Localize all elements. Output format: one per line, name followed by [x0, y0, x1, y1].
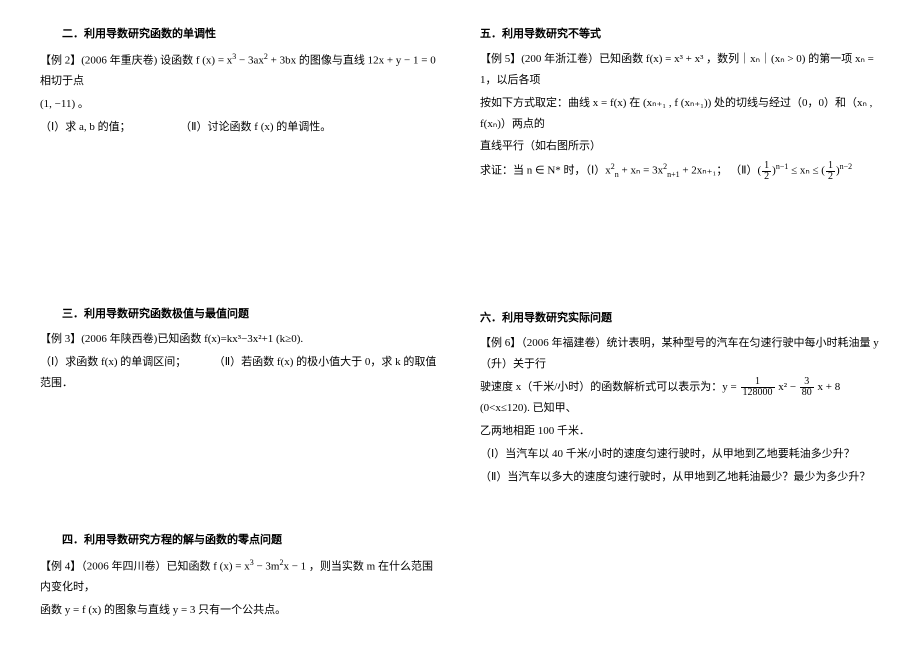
section-6: 六．利用导数研究实际问题 【例 6】（2006 年福建卷）统计表明，某种型号的汽… [480, 308, 880, 487]
section-6-q2: （Ⅱ）当汽车以多大的速度匀速行驶时，从甲地到乙地耗油最少？最少为多少升？ [480, 467, 880, 488]
spacer [40, 420, 440, 530]
section-3-line-1: 【例 3】(2006 年陕西卷)已知函数 f(x)=kx³−3x²+1 (k≥0… [40, 329, 440, 350]
section-4-line-1: 【例 4】（2006 年四川卷）已知函数 f (x) = x3 − 3m2x −… [40, 555, 440, 598]
denominator: 2 [762, 172, 771, 182]
question-2: （Ⅱ）讨论函数 f (x) 的单调性。 [180, 121, 331, 133]
section-3-heading: 三．利用导数研究函数极值与最值问题 [40, 304, 440, 325]
text: 求证：当 n ∈ N* 时，（Ⅰ）x [480, 165, 611, 177]
spacer [40, 164, 440, 304]
text: + xₙ = 3x [619, 165, 663, 177]
section-6-line-2: 驶速度 x（千米/小时）的函数解析式可以表示为：y = 1128000 x² −… [480, 377, 880, 419]
section-3-questions: （Ⅰ）求函数 f(x) 的单调区间； （Ⅱ）若函数 f(x) 的极小值大于 0，… [40, 352, 440, 394]
section-6-q1: （Ⅰ）当汽车以 40 千米/小时的速度匀速行驶时，从甲地到乙地要耗油多少升？ [480, 444, 880, 465]
section-6-line-1: 【例 6】（2006 年福建卷）统计表明，某种型号的汽车在匀速行驶中每小时耗油量… [480, 333, 880, 375]
text: − 3ax [236, 55, 264, 67]
section-2-line-2: (1, −11) 。 [40, 94, 440, 115]
denominator: 128000 [741, 388, 775, 398]
section-2-line-1: 【例 2】(2006 年重庆卷) 设函数 f (x) = x3 − 3ax2 +… [40, 49, 440, 92]
denominator: 2 [826, 172, 835, 182]
section-3: 三．利用导数研究函数极值与最值问题 【例 3】(2006 年陕西卷)已知函数 f… [40, 304, 440, 394]
section-2: 二．利用导数研究函数的单调性 【例 2】(2006 年重庆卷) 设函数 f (x… [40, 24, 440, 138]
question-1: （Ⅰ）求函数 f(x) 的单调区间； [40, 356, 186, 368]
fraction-half: 12 [826, 161, 835, 182]
question-1: （Ⅰ）求 a, b 的值； [40, 121, 131, 133]
text: ≤ xₙ ≤ ( [788, 165, 825, 177]
sup: n−2 [840, 162, 853, 171]
left-column: 二．利用导数研究函数的单调性 【例 2】(2006 年重庆卷) 设函数 f (x… [40, 24, 460, 652]
section-4: 四．利用导数研究方程的解与函数的零点问题 【例 4】（2006 年四川卷）已知函… [40, 530, 440, 621]
section-6-line-3: 乙两地相距 100 千米． [480, 421, 880, 442]
text: 【例 4】（2006 年四川卷）已知函数 f (x) = x [40, 560, 250, 572]
text: x² − [776, 381, 799, 393]
page: 二．利用导数研究函数的单调性 【例 2】(2006 年重庆卷) 设函数 f (x… [0, 0, 920, 652]
right-column: 五．利用导数研究不等式 【例 5】(200 年浙江卷）已知函数 f(x) = x… [460, 24, 880, 652]
section-5-line-4: 求证：当 n ∈ N* 时，（Ⅰ）x2n + xₙ = 3x2n+1 + 2xₙ… [480, 159, 880, 182]
section-4-heading: 四．利用导数研究方程的解与函数的零点问题 [40, 530, 440, 551]
spacer [480, 208, 880, 308]
section-5-heading: 五．利用导数研究不等式 [480, 24, 880, 45]
text: 【例 2】(2006 年重庆卷) 设函数 f (x) = x [40, 55, 232, 67]
sup: n−1 [776, 162, 789, 171]
section-2-questions: （Ⅰ）求 a, b 的值； （Ⅱ）讨论函数 f (x) 的单调性。 [40, 117, 440, 138]
section-6-heading: 六．利用导数研究实际问题 [480, 308, 880, 329]
section-5-line-2: 按如下方式取定：曲线 x = f(x) 在 (xₙ₊₁ , f (xₙ₊₁)) … [480, 93, 880, 135]
fraction-2: 380 [800, 377, 814, 398]
text: 驶速度 x（千米/小时）的函数解析式可以表示为：y = [480, 381, 740, 393]
section-2-heading: 二．利用导数研究函数的单调性 [40, 24, 440, 45]
denominator: 80 [800, 388, 814, 398]
text: + 2xₙ₊₁； （Ⅱ）( [680, 165, 762, 177]
section-4-line-2: 函数 y = f (x) 的图象与直线 y = 3 只有一个公共点。 [40, 600, 440, 621]
section-5-line-3: 直线平行（如右图所示） [480, 136, 880, 157]
section-5: 五．利用导数研究不等式 【例 5】(200 年浙江卷）已知函数 f(x) = x… [480, 24, 880, 182]
sub: n+1 [667, 170, 680, 179]
fraction-1: 1128000 [741, 377, 775, 398]
text: − 3m [254, 560, 280, 572]
fraction-half: 12 [762, 161, 771, 182]
section-5-line-1: 【例 5】(200 年浙江卷）已知函数 f(x) = x³ + x³ ，数列｜x… [480, 49, 880, 91]
